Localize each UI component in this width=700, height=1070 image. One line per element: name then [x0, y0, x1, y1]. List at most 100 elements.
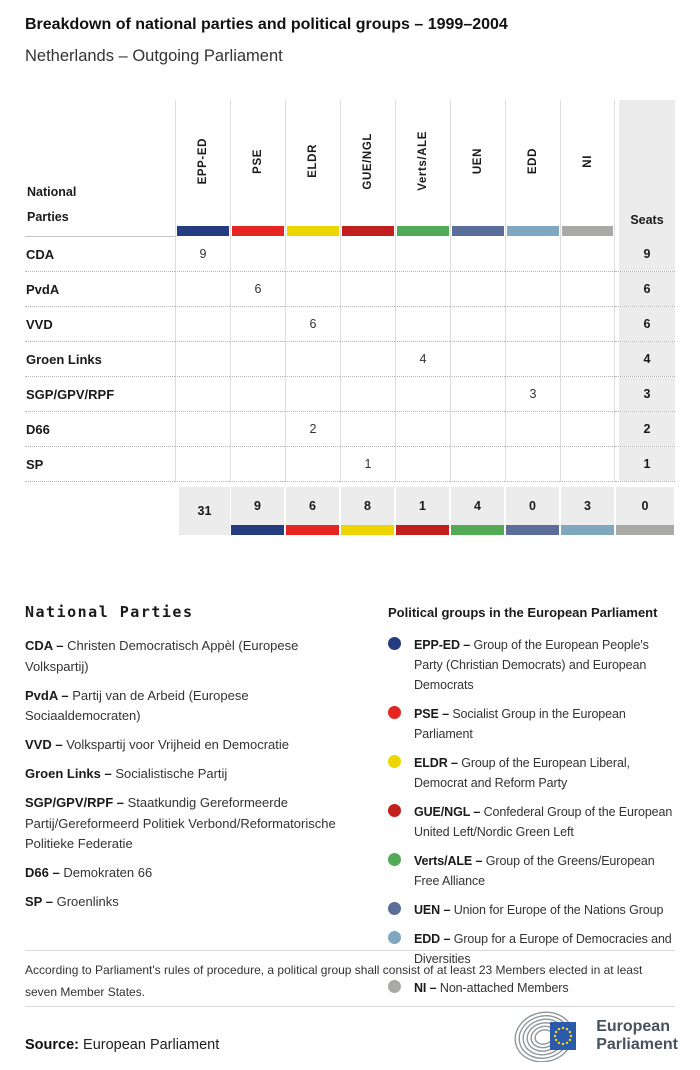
- cell: [340, 412, 395, 447]
- page-title: Breakdown of national parties and politi…: [25, 16, 508, 33]
- column-header-ni: NI: [560, 100, 615, 237]
- legend-party-item: Groen Links – Socialistische Partij: [25, 765, 228, 781]
- cell: [395, 377, 450, 412]
- row-label-cda: CDA: [25, 237, 175, 272]
- column-header-gue-ngl: GUE/NGL: [340, 100, 395, 237]
- total-color-bar: [560, 525, 615, 535]
- group-color-dot: [388, 931, 401, 944]
- total-cell: 0: [505, 487, 560, 525]
- total-color-bar: [505, 525, 560, 535]
- column-label: GUE/NGL: [362, 132, 374, 190]
- group-color-dot: [388, 637, 401, 650]
- cell: [505, 412, 560, 447]
- cell: [230, 412, 285, 447]
- column-label: ELDR: [307, 144, 319, 178]
- total-cell: 0: [615, 487, 675, 525]
- cell: [450, 447, 505, 482]
- column-label: NI: [581, 154, 594, 168]
- total-cell: 8: [340, 487, 395, 525]
- cell: [560, 377, 615, 412]
- column-color-bar: [562, 226, 613, 236]
- cell: [175, 447, 230, 482]
- source-line: Source: European Parliament: [25, 1037, 219, 1053]
- cell: [395, 447, 450, 482]
- column-color-bar: [342, 226, 394, 236]
- divider: [25, 1006, 675, 1007]
- legend-group-item: GUE/NGL – Confederal Group of the Europe…: [388, 802, 675, 842]
- legend-groups-title: Political groups in the European Parliam…: [388, 605, 658, 620]
- cell: [450, 342, 505, 377]
- legend-party-item: SP – Groenlinks: [25, 893, 119, 909]
- cell: [560, 237, 615, 272]
- cell: [450, 377, 505, 412]
- row-label-sp: SP: [25, 447, 175, 482]
- ep-hemicycle-icon: [514, 1011, 577, 1062]
- cell: 6: [285, 307, 340, 342]
- cell: [340, 377, 395, 412]
- cell: [175, 412, 230, 447]
- cell: [395, 307, 450, 342]
- row-label-pvda: PvdA: [25, 272, 175, 307]
- cell: [395, 412, 450, 447]
- page-subtitle: Netherlands – Outgoing Parliament: [25, 47, 283, 65]
- legend-national-parties: National Parties CDA – Christen Democrat…: [25, 603, 365, 1007]
- source-label: Source:: [25, 1037, 79, 1053]
- corner-label-line2: Parties: [27, 210, 69, 224]
- seats-cell: 2: [615, 412, 675, 447]
- logo-wordmark: European Parliament: [596, 1017, 678, 1053]
- cell: [505, 272, 560, 307]
- total-color-bar: [340, 525, 395, 535]
- legend-group-item: PSE – Socialist Group in the European Pa…: [388, 704, 675, 744]
- cell: [230, 377, 285, 412]
- column-header-epp-ed: EPP-ED: [175, 100, 230, 237]
- seats-cell: 6: [615, 307, 675, 342]
- total-cell: 3: [560, 487, 615, 525]
- legend-party-item: CDA – Christen Democratisch Appèl (Europ…: [25, 638, 299, 674]
- column-header-pse: PSE: [230, 100, 285, 237]
- column-label: Verts/ALE: [417, 131, 429, 191]
- cell: [450, 272, 505, 307]
- cell: [340, 272, 395, 307]
- cell: [230, 307, 285, 342]
- seats-cell: 4: [615, 342, 675, 377]
- column-header-edd: EDD: [505, 100, 560, 237]
- total-cell: 6: [285, 487, 340, 525]
- cell: [560, 447, 615, 482]
- cell: 3: [505, 377, 560, 412]
- column-header-seats: Seats: [615, 100, 675, 237]
- column-color-bar: [177, 226, 229, 236]
- cell: [450, 412, 505, 447]
- group-color-dot: [388, 853, 401, 866]
- cell: [285, 272, 340, 307]
- total-seats-cell: 31: [175, 487, 230, 535]
- column-color-bar: [507, 226, 559, 236]
- legend-section: National Parties CDA – Christen Democrat…: [25, 603, 675, 1007]
- column-color-bar: [397, 226, 449, 236]
- cell: 2: [285, 412, 340, 447]
- seats-cell: 1: [615, 447, 675, 482]
- cell: 1: [340, 447, 395, 482]
- column-header-eldr: ELDR: [285, 100, 340, 237]
- cell: [340, 307, 395, 342]
- legend-party-item: VVD – Volkspartij voor Vrijheid en Democ…: [25, 737, 289, 753]
- corner-header: National Parties: [25, 100, 175, 237]
- total-color-bar: [450, 525, 505, 535]
- footnote: According to Parliament's rules of proce…: [25, 963, 643, 999]
- corner-label-line1: National: [27, 185, 77, 199]
- seats-cell: 9: [615, 237, 675, 272]
- seats-table: National Parties EPP-ED PSE ELDR GUE/NGL…: [25, 100, 675, 482]
- cell: [560, 342, 615, 377]
- total-cell: 9: [230, 487, 285, 525]
- legend-group-item: Verts/ALE – Group of the Greens/European…: [388, 851, 675, 891]
- totals-row: 9 6 8 1 4 0 3 0 31: [25, 487, 675, 535]
- column-label: PSE: [252, 148, 264, 174]
- cell: [285, 447, 340, 482]
- row-label-vvd: VVD: [25, 307, 175, 342]
- source-value: European Parliament: [83, 1037, 220, 1053]
- group-color-dot: [388, 902, 401, 915]
- row-label-groen-links: Groen Links: [25, 342, 175, 377]
- cell: [285, 237, 340, 272]
- cell: 6: [230, 272, 285, 307]
- legend-group-item: EDD – Group for a Europe of Democracies …: [388, 929, 675, 969]
